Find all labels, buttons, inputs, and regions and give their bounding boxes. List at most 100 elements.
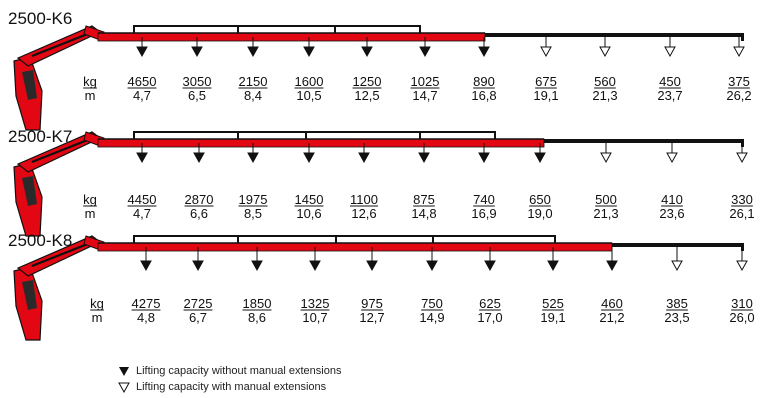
radius-m: 14,8 (411, 206, 436, 221)
filled-triangle-icon (479, 153, 489, 162)
filled-triangle-icon (548, 261, 558, 270)
radius-m: 8,4 (244, 88, 262, 103)
telescope-cylinder (134, 132, 238, 139)
open-triangle-icon (665, 47, 675, 56)
radius-m: 19,1 (540, 310, 565, 325)
telescope-cylinder (134, 26, 238, 33)
unit-kg-label: kg (83, 74, 97, 89)
legend-filled-label: Lifting capacity without manual extensio… (136, 365, 341, 377)
filled-triangle-icon (248, 47, 258, 56)
capacity-kg: 1325 (301, 296, 330, 311)
radius-m: 26,0 (729, 310, 754, 325)
filled-triangle-icon (367, 261, 377, 270)
crane-base (14, 236, 104, 340)
open-triangle-icon (737, 153, 747, 162)
radius-m: 10,5 (296, 88, 321, 103)
capacity-kg: 1975 (239, 192, 268, 207)
radius-m: 6,5 (188, 88, 206, 103)
unit-kg-label: kg (90, 296, 104, 311)
filled-triangle-icon (362, 47, 372, 56)
radius-m: 4,7 (133, 88, 151, 103)
radius-m: 26,2 (726, 88, 751, 103)
open-triangle-icon (737, 261, 747, 270)
radius-m: 10,6 (296, 206, 321, 221)
radius-m: 6,7 (189, 310, 207, 325)
filled-triangle-icon (420, 47, 430, 56)
filled-triangle-icon (137, 153, 147, 162)
model-title: 2500-K6 (8, 9, 72, 28)
capacity-kg: 1450 (295, 192, 324, 207)
radius-m: 10,7 (302, 310, 327, 325)
capacity-kg: 875 (413, 192, 435, 207)
filled-triangle-icon (479, 47, 489, 56)
capacity-kg: 4650 (128, 74, 157, 89)
crane-model-3: 2500-K842754,827256,718508,6132510,79751… (8, 231, 755, 340)
filled-triangle-icon (304, 47, 314, 56)
filled-triangle-icon (193, 261, 203, 270)
filled-triangle-icon (141, 261, 151, 270)
capacity-kg: 385 (666, 296, 688, 311)
filled-triangle-icon (248, 153, 258, 162)
crane-main-cylinder (32, 33, 90, 56)
capacity-kg: 310 (731, 296, 753, 311)
capacity-kg: 4450 (128, 192, 157, 207)
capacity-kg: 890 (473, 74, 495, 89)
model-title: 2500-K8 (8, 231, 72, 250)
capacity-kg: 3050 (183, 74, 212, 89)
telescope-cylinder (336, 236, 433, 243)
model-title: 2500-K7 (8, 127, 72, 146)
open-triangle-icon (601, 153, 611, 162)
radius-m: 17,0 (477, 310, 502, 325)
filled-triangle-icon (485, 261, 495, 270)
filled-triangle-icon (419, 153, 429, 162)
filled-triangle-icon (310, 261, 320, 270)
radius-m: 14,9 (419, 310, 444, 325)
capacity-kg: 650 (529, 192, 551, 207)
capacity-kg: 625 (479, 296, 501, 311)
capacity-kg: 1250 (353, 74, 382, 89)
filled-triangle-icon (137, 47, 147, 56)
filled-triangle-icon (252, 261, 262, 270)
capacity-kg: 560 (594, 74, 616, 89)
capacity-kg: 2725 (184, 296, 213, 311)
radius-m: 8,6 (248, 310, 266, 325)
filled-triangle-icon (535, 153, 545, 162)
capacity-kg: 500 (595, 192, 617, 207)
telescope-cylinder (134, 236, 238, 243)
filled-triangle-icon (427, 261, 437, 270)
radius-m: 23,7 (657, 88, 682, 103)
open-triangle-icon (600, 47, 610, 56)
boom-extension-section (485, 33, 744, 37)
radius-m: 21,3 (593, 206, 618, 221)
telescope-cylinder (433, 236, 555, 243)
capacity-kg: 4275 (132, 296, 161, 311)
telescope-cylinder (335, 26, 420, 33)
capacity-kg: 2870 (185, 192, 214, 207)
unit-m-label: m (85, 206, 96, 221)
radius-m: 6,6 (190, 206, 208, 221)
unit-kg-label: kg (83, 192, 97, 207)
radius-m: 23,6 (659, 206, 684, 221)
capacity-kg: 975 (361, 296, 383, 311)
capacity-kg: 375 (728, 74, 750, 89)
unit-m-label: m (85, 88, 96, 103)
boom-red-section (98, 139, 544, 147)
radius-m: 19,0 (527, 206, 552, 221)
radius-m: 26,1 (729, 206, 754, 221)
open-triangle-icon (667, 153, 677, 162)
unit-m-label: m (92, 310, 103, 325)
radius-m: 19,1 (533, 88, 558, 103)
radius-m: 23,5 (664, 310, 689, 325)
telescope-cylinder (420, 132, 495, 139)
capacity-kg: 330 (731, 192, 753, 207)
capacity-kg: 1600 (295, 74, 324, 89)
capacity-kg: 450 (659, 74, 681, 89)
filled-triangle-icon (192, 47, 202, 56)
radius-m: 12,7 (359, 310, 384, 325)
radius-m: 16,9 (471, 206, 496, 221)
filled-triangle-icon (118, 366, 130, 377)
filled-triangle-icon (194, 153, 204, 162)
